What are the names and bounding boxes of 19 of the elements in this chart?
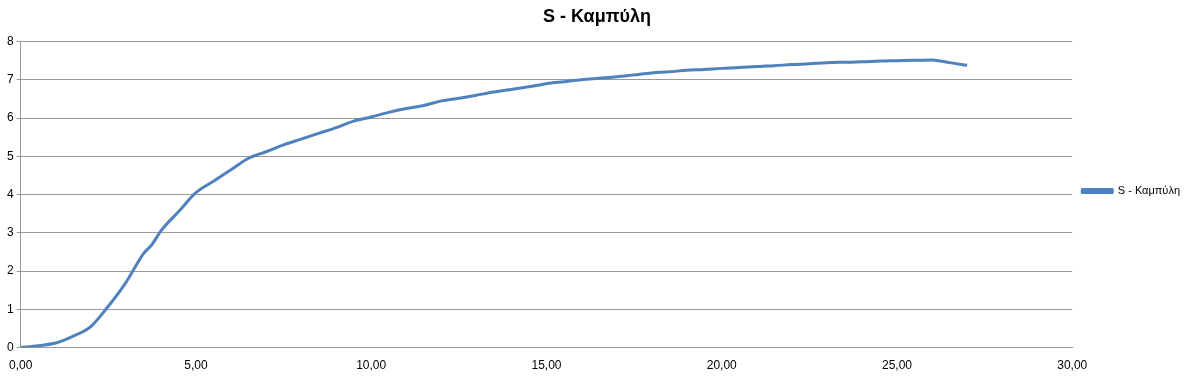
x-tick-label: 0,00 xyxy=(8,358,33,373)
y-tick-label: 3 xyxy=(6,225,14,240)
y-tick-label: 4 xyxy=(6,186,14,201)
x-tick-label: 10,00 xyxy=(356,358,387,373)
y-tick-label: 8 xyxy=(6,33,14,48)
x-tick-label: 25,00 xyxy=(881,358,913,373)
legend-label: S - Καμπύλη xyxy=(1117,184,1181,197)
line-series xyxy=(20,58,969,348)
chart-title: S - Καμπύλη xyxy=(543,5,651,26)
y-tick-label: 5 xyxy=(6,148,14,163)
y-tick-label: 6 xyxy=(6,110,14,125)
x-tick-label: 5,00 xyxy=(184,358,208,373)
x-tick-label: 20,00 xyxy=(706,358,738,373)
x-tick-label: 30,00 xyxy=(1057,358,1088,373)
y-tick-label: 2 xyxy=(6,263,14,278)
y-tick-label: 0 xyxy=(6,339,14,354)
y-tick-label: 1 xyxy=(6,301,14,316)
y-tick-label: 7 xyxy=(6,72,14,87)
x-tick-label: 15,00 xyxy=(531,358,562,373)
